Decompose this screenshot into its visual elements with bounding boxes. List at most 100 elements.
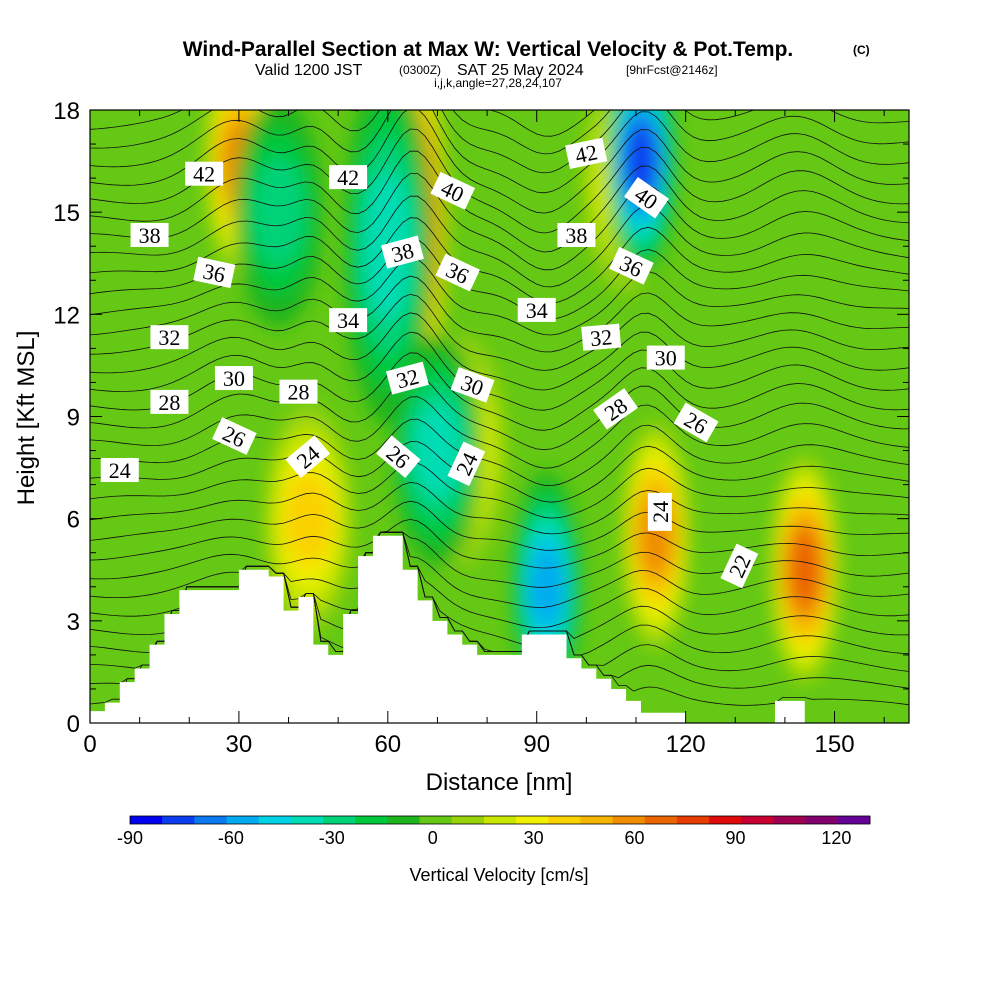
theta-contour	[90, 275, 909, 353]
theta-label-box	[130, 223, 169, 248]
theta-label-box	[285, 435, 331, 479]
colorbar-swatch	[194, 816, 228, 824]
colorbar: -90 -60 -30 0 30 60 90 120	[117, 815, 871, 848]
theta-label-text: 34	[526, 298, 548, 323]
y-axis-label: Height [Kft MSL]	[13, 331, 40, 506]
x-tick-label: 150	[815, 731, 855, 758]
theta-contour	[90, 441, 909, 503]
terrain	[90, 535, 909, 723]
theta-label-box	[279, 379, 318, 404]
y-tick-label: 0	[67, 711, 80, 738]
theta-label: 34	[329, 308, 368, 333]
theta-contour	[90, 128, 909, 234]
colorbar-swatch	[709, 816, 742, 824]
theta-label-text: 42	[193, 162, 215, 187]
theta-label-box	[720, 543, 759, 589]
y-tick-label: 3	[67, 609, 80, 636]
theta-label-text: 30	[655, 346, 677, 371]
theta-label: 34	[517, 297, 556, 323]
theta-label-text: 30	[223, 366, 245, 391]
theta-label-box	[100, 457, 139, 482]
theta-label-text: 42	[573, 139, 600, 168]
theta-label: 24	[100, 457, 139, 483]
theta-label-box	[646, 345, 685, 370]
theta-contour	[90, 331, 909, 411]
colorbar-swatch	[355, 816, 388, 824]
colorbar-tick-label: -90	[117, 828, 143, 848]
valid-prefix: Valid 1200 JST	[255, 62, 363, 79]
valid-utc: (0300Z)	[399, 63, 441, 77]
theta-label-box	[329, 308, 368, 333]
theta-contour	[90, 481, 909, 535]
theta-label-box	[385, 361, 429, 395]
x-tick-label: 120	[666, 731, 706, 758]
theta-label-box	[447, 441, 486, 487]
theta-contour	[90, 173, 909, 271]
colorbar-tick-label: -30	[319, 828, 345, 848]
colorbar-swatch	[580, 816, 614, 824]
theta-label-text: 32	[589, 324, 613, 351]
theta-contour	[90, 462, 909, 519]
valid-date: SAT 25 May 2024	[457, 62, 584, 79]
theta-label: 32	[581, 323, 622, 351]
x-tick-label: 30	[226, 731, 253, 758]
forecast-info: [9hrFcst@2146z]	[626, 63, 718, 77]
colorbar-swatch	[741, 816, 774, 824]
theta-label-text: 28	[287, 380, 309, 405]
theta-label-text: 34	[337, 308, 359, 333]
copyright-mark: (C)	[853, 43, 870, 57]
velocity-cell	[787, 531, 822, 608]
colorbar-swatch	[451, 816, 485, 824]
theta-label: 28	[279, 379, 318, 405]
theta-label: 32	[150, 325, 189, 350]
indices-line: i,j,k,angle=27,28,24,107	[434, 76, 562, 90]
colorbar-swatch	[130, 816, 163, 824]
theta-contour	[90, 531, 909, 608]
theta-label-box	[150, 325, 189, 350]
chart-title: Wind-Parallel Section at Max W: Vertical…	[183, 38, 794, 61]
colorbar-swatch	[612, 816, 646, 824]
theta-label: 36	[193, 256, 236, 289]
theta-label: 24	[285, 435, 331, 479]
colorbar-tick-label: 90	[725, 828, 745, 848]
theta-label: 38	[380, 235, 424, 269]
theta-label-box	[450, 367, 495, 403]
x-tick-label: 0	[83, 731, 96, 758]
theta-contour	[90, 110, 909, 155]
colorbar-tick-label: 120	[821, 828, 851, 848]
theta-label-text: 38	[565, 223, 587, 248]
theta-label-box	[609, 246, 654, 285]
theta-contour	[90, 396, 909, 469]
colorbar-swatch	[323, 816, 356, 824]
theta-label-box	[517, 297, 556, 322]
theta-label-box	[214, 366, 253, 391]
theta-label-box	[647, 492, 672, 531]
colorbar-swatch	[644, 816, 678, 824]
velocity-cell	[624, 124, 658, 198]
theta-label-box	[673, 402, 719, 443]
colorbar-label: Vertical Velocity [cm/s]	[409, 865, 588, 885]
theta-contour	[90, 110, 909, 214]
y-tick-label: 6	[67, 507, 80, 534]
theta-contour	[90, 293, 909, 371]
theta-label: 38	[130, 223, 169, 248]
x-tick-label: 90	[523, 731, 550, 758]
theta-label-text: 24	[109, 458, 131, 483]
theta-label-box	[212, 417, 257, 455]
theta-contours	[90, 110, 909, 706]
theta-contour	[90, 374, 909, 451]
y-tick-label: 9	[67, 405, 80, 432]
theta-contour	[90, 217, 909, 304]
colorbar-swatch	[676, 816, 710, 824]
colorbar-tick-label: 60	[625, 828, 645, 848]
colorbar-swatch	[226, 816, 260, 824]
theta-label-text: 38	[139, 223, 161, 248]
theta-label-text: 32	[158, 325, 180, 350]
theta-label-text: 42	[337, 165, 359, 190]
theta-label-box	[150, 389, 189, 414]
theta-label: 28	[150, 389, 189, 415]
theta-label-box	[329, 165, 368, 190]
colorbar-swatch	[483, 816, 517, 824]
